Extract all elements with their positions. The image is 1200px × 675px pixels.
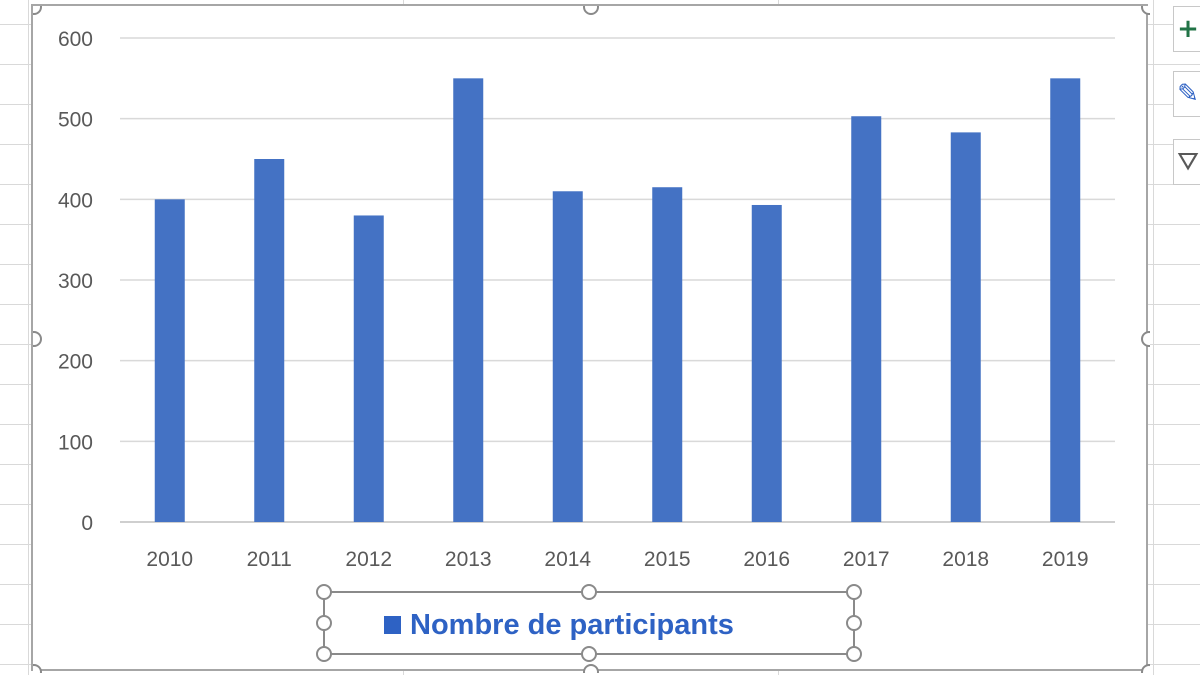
y-tick-label: 200 bbox=[58, 351, 93, 374]
legend-handle[interactable] bbox=[316, 615, 332, 631]
x-tick-label: 2010 bbox=[146, 548, 193, 571]
y-tick-label: 400 bbox=[58, 189, 93, 212]
chart-elements-button[interactable]: + bbox=[1173, 6, 1200, 52]
x-tick-label: 2016 bbox=[743, 548, 790, 571]
legend-handle[interactable] bbox=[316, 584, 332, 600]
chart-filters-button[interactable]: ⛛ bbox=[1173, 139, 1200, 185]
legend-handle[interactable] bbox=[846, 615, 862, 631]
chart-styles-button[interactable]: ✎ bbox=[1173, 71, 1200, 117]
bar-2018[interactable] bbox=[950, 132, 981, 522]
chart-handle[interactable] bbox=[33, 331, 42, 347]
chart-handle[interactable] bbox=[1141, 6, 1150, 15]
legend-handle[interactable] bbox=[581, 584, 597, 600]
x-tick-label: 2017 bbox=[843, 548, 890, 571]
filter-icon: ⛛ bbox=[1177, 146, 1199, 177]
x-tick-label: 2011 bbox=[247, 548, 292, 571]
x-tick-label: 2015 bbox=[644, 548, 691, 571]
legend-handle[interactable] bbox=[846, 646, 862, 662]
y-tick-label: 300 bbox=[58, 270, 93, 293]
bar-2013[interactable] bbox=[453, 78, 484, 522]
chart-resize-handles[interactable] bbox=[33, 6, 1150, 673]
y-tick-label: 0 bbox=[81, 512, 93, 535]
bar-2010[interactable] bbox=[154, 199, 185, 523]
y-tick-label: 600 bbox=[58, 28, 93, 51]
chart-area[interactable]: 0 100 200 300 400 500 600 2010 2011 2012 2013 2014… bbox=[31, 4, 1150, 673]
bars[interactable] bbox=[154, 78, 1081, 523]
bar-2012[interactable] bbox=[353, 215, 384, 522]
x-tick-label: 2014 bbox=[544, 548, 591, 571]
legend[interactable]: Nombre de participants bbox=[316, 584, 862, 662]
gridlines bbox=[120, 37, 1115, 523]
x-tick-label: 2019 bbox=[1042, 548, 1089, 571]
y-tick-label: 500 bbox=[58, 109, 93, 132]
bar-2019[interactable] bbox=[1050, 78, 1081, 522]
bar-2016[interactable] bbox=[751, 204, 782, 523]
bar-2017[interactable] bbox=[851, 116, 882, 522]
chart-handle[interactable] bbox=[33, 664, 42, 673]
y-tick-label: 100 bbox=[58, 431, 93, 454]
legend-label: Nombre de participants bbox=[410, 609, 734, 641]
bar-2014[interactable] bbox=[552, 191, 583, 522]
x-tick-label: 2013 bbox=[445, 548, 492, 571]
bar-2011[interactable] bbox=[254, 159, 285, 522]
chart-handle[interactable] bbox=[1141, 331, 1150, 347]
x-axis-ticks: 2010 2011 2012 2013 2014 2015 2016 2017 2018 2019 bbox=[146, 548, 1088, 571]
chart-svg: 0 100 200 300 400 500 600 2010 2011 2012 2013 2014… bbox=[33, 6, 1150, 673]
x-tick-label: 2012 bbox=[345, 548, 392, 571]
legend-resize-handles[interactable] bbox=[316, 584, 862, 662]
legend-handle[interactable] bbox=[316, 646, 332, 662]
chart-handle[interactable] bbox=[583, 664, 599, 673]
y-axis-ticks: 0 100 200 300 400 500 600 bbox=[58, 28, 93, 535]
legend-handle[interactable] bbox=[581, 646, 597, 662]
chart-handle[interactable] bbox=[33, 6, 42, 15]
bar-2015[interactable] bbox=[652, 187, 683, 522]
legend-swatch bbox=[384, 616, 401, 634]
chart-handle[interactable] bbox=[583, 6, 599, 15]
brush-icon: ✎ bbox=[1177, 79, 1199, 109]
plus-icon: + bbox=[1177, 14, 1199, 44]
x-tick-label: 2018 bbox=[942, 548, 989, 571]
chart-handle[interactable] bbox=[1141, 664, 1150, 673]
legend-handle[interactable] bbox=[846, 584, 862, 600]
